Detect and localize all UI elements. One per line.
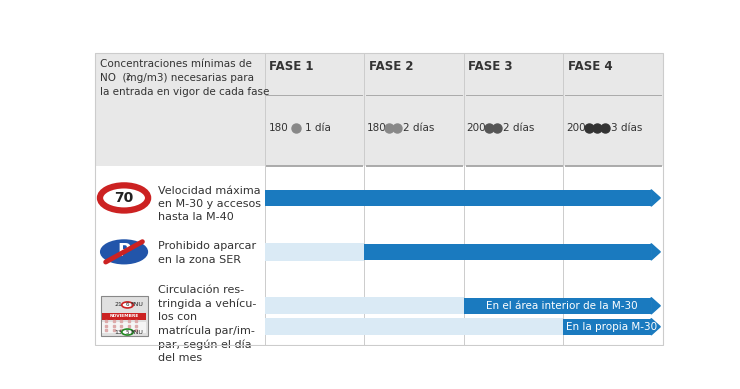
Polygon shape [651,244,660,260]
Bar [95,288,663,345]
Circle shape [122,329,133,335]
Text: FNU: FNU [130,302,143,307]
Bar [364,244,651,260]
Text: FASE 3: FASE 3 [468,60,513,73]
Text: 21: 21 [115,302,122,307]
Bar [563,319,651,335]
Bar [265,318,563,335]
Text: En la propia M-30: En la propia M-30 [566,322,657,332]
Bar [95,170,663,226]
Text: 1 día: 1 día [305,123,331,133]
Bar [265,243,364,261]
Circle shape [100,239,148,265]
Text: FNU: FNU [130,329,143,335]
Bar [265,297,464,314]
Bar [464,298,651,314]
Text: Prohibido aparcar
en la zona SER: Prohibido aparcar en la zona SER [158,241,257,265]
Text: P: P [118,242,130,260]
Text: 70: 70 [115,191,134,205]
Text: 2 días: 2 días [503,123,534,133]
Bar [265,190,651,206]
Text: Velocidad máxima
en M-30 y accesos
hasta la M-40: Velocidad máxima en M-30 y accesos hasta… [158,186,261,223]
Text: 200: 200 [467,123,486,133]
Text: FASE 2: FASE 2 [369,60,413,73]
Bar [101,296,147,336]
Text: NOVIEMBRE: NOVIEMBRE [110,314,138,318]
Polygon shape [651,190,660,206]
Circle shape [100,186,148,210]
Circle shape [122,302,133,308]
Text: 1 día: 1 día [610,191,636,202]
Text: 200: 200 [566,123,586,133]
Text: FASE 1: FASE 1 [269,60,314,73]
Text: 2 días: 2 días [403,123,434,133]
Text: 400: 400 [566,191,586,202]
Bar [95,230,663,274]
Bar [101,322,147,333]
Text: 6: 6 [126,302,130,307]
Text: 5: 5 [126,329,130,335]
Text: 3 días: 3 días [610,123,642,133]
Text: 1 día: 1 día [404,191,430,202]
Text: FASE 4: FASE 4 [568,60,613,73]
Text: 2: 2 [125,73,130,82]
Text: Concentraciones mínimas de
NO  (mg/m3) necesarias para
la entrada en vigor de ca: Concentraciones mínimas de NO (mg/m3) ne… [100,59,269,96]
Polygon shape [651,298,660,314]
Text: En el área interior de la M-30: En el área interior de la M-30 [486,301,638,311]
Bar [101,313,147,320]
Text: 180: 180 [269,123,289,133]
Polygon shape [651,319,660,335]
Text: 180: 180 [367,123,387,133]
Bar [95,53,663,166]
Text: 13: 13 [115,329,122,335]
Text: 200: 200 [367,191,387,202]
Text: Circulación res-
tringida a vehícu-
los con
matrícula par/im-
par, según el día
: Circulación res- tringida a vehícu- los … [158,285,257,363]
